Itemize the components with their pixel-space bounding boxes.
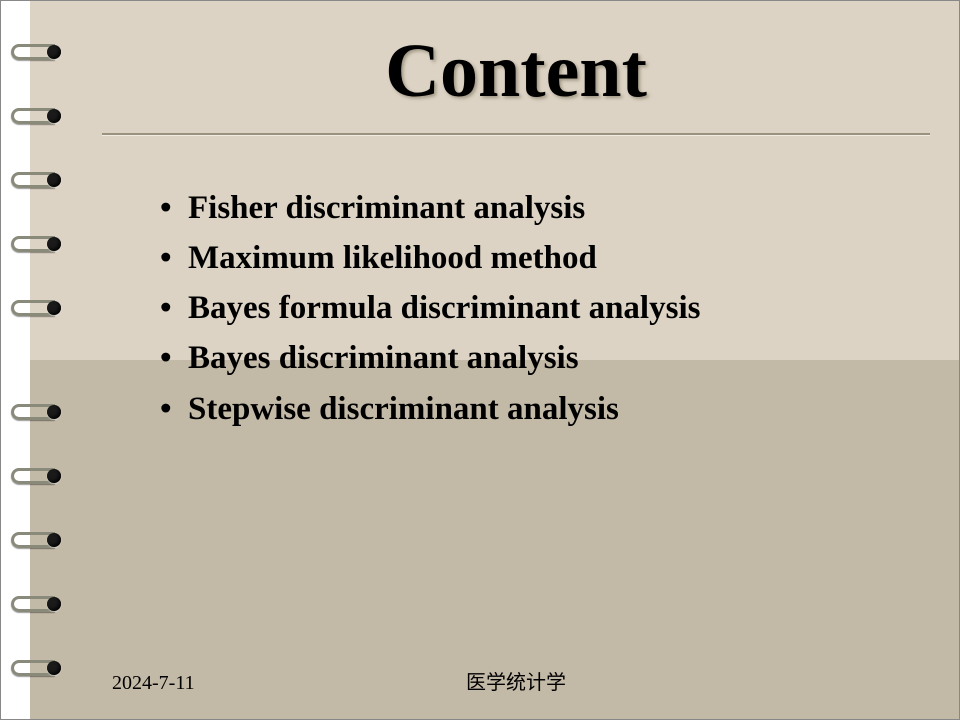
spiral-segment-top [0,0,72,360]
footer-center-text: 医学统计学 [72,666,960,695]
spiral-ring [7,656,65,680]
spiral-ring [7,400,65,424]
spiral-ring [7,232,65,256]
bullet-list: Fisher discriminant analysis Maximum lik… [160,183,910,434]
main-area: Content Fisher discriminant analysis Max… [72,0,960,720]
slide: Content Fisher discriminant analysis Max… [0,0,960,720]
spiral-ring [7,296,65,320]
spiral-ring [7,464,65,488]
spiral-ring [7,528,65,552]
bullet-item: Stepwise discriminant analysis [160,384,910,434]
spiral-ring [7,40,65,64]
spiral-ring [7,104,65,128]
spiral-segment-bottom [0,360,72,720]
bullet-item: Bayes discriminant analysis [160,333,910,383]
bullet-item: Bayes formula discriminant analysis [160,283,910,333]
bullet-item: Maximum likelihood method [160,233,910,283]
slide-title: Content [72,28,960,115]
content-block: Fisher discriminant analysis Maximum lik… [72,135,960,434]
title-block: Content [72,0,960,135]
spiral-binding [0,0,72,720]
spiral-ring [7,168,65,192]
bullet-item: Fisher discriminant analysis [160,183,910,233]
spiral-ring [7,592,65,616]
